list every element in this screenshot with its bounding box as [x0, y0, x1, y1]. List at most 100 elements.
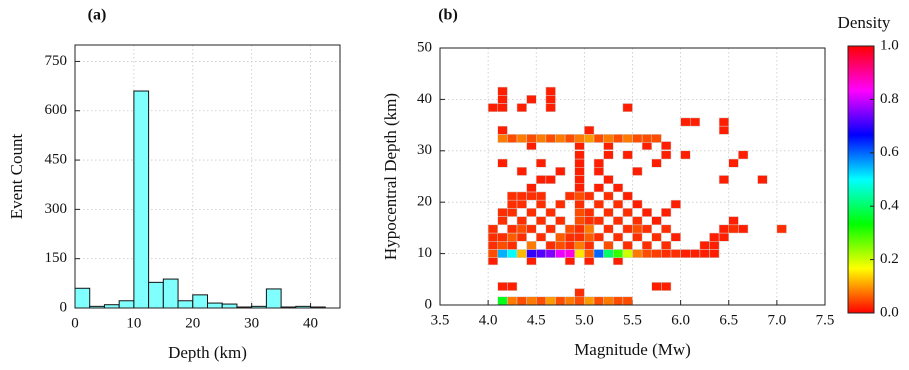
density-cell [613, 216, 624, 226]
density-cell [574, 158, 585, 168]
plot-frame [439, 47, 826, 306]
density-cell [545, 86, 556, 96]
density-cell [584, 296, 595, 306]
density-cell [651, 158, 662, 168]
density-cell [718, 232, 729, 242]
density-cell [564, 296, 575, 306]
density-cell [545, 224, 556, 234]
density-cell [680, 150, 691, 160]
density-cell [622, 208, 633, 217]
density-cell [574, 134, 585, 143]
density-cell [603, 241, 614, 250]
density-cell [584, 216, 595, 226]
density-cell [526, 183, 537, 193]
density-cell [632, 199, 643, 209]
density-cell [545, 134, 556, 143]
density-cell [536, 232, 547, 242]
density-cell [545, 175, 556, 184]
density-cell [574, 175, 585, 184]
panel-label: (b) [438, 7, 458, 24]
density-cell [603, 150, 614, 160]
density-cell [497, 158, 508, 168]
colorbar-label: Density [838, 13, 891, 32]
density-cell [738, 150, 749, 160]
bar [177, 300, 194, 309]
density-cell [526, 249, 537, 258]
colorbar [847, 45, 875, 314]
density-cell [507, 134, 518, 143]
density-cell [574, 208, 585, 217]
density-cell [584, 249, 595, 258]
density-cell [709, 249, 720, 258]
density-cell [622, 103, 633, 112]
x-tick-label: 7.5 [816, 312, 835, 328]
y-tick-label: 450 [45, 152, 68, 168]
density-cell [526, 134, 537, 143]
density-cell [545, 103, 556, 112]
density-cell [497, 282, 508, 291]
bar [148, 281, 164, 309]
density-cell [487, 103, 498, 112]
density-cell [622, 134, 633, 143]
density-cell [641, 241, 652, 250]
density-cell [651, 232, 662, 242]
density-cell [516, 191, 527, 201]
density-cell [536, 249, 547, 258]
density-cell [632, 216, 643, 226]
density-cell [603, 208, 614, 217]
density-cell [584, 224, 595, 234]
density-cell [516, 224, 527, 234]
density-cell [757, 175, 768, 184]
colorbar-tick-label: 0.8 [880, 91, 899, 107]
density-cell [680, 249, 691, 258]
colorbar-tick-label: 0.6 [880, 144, 899, 160]
density-cell [507, 208, 518, 217]
density-cell [776, 224, 787, 234]
density-cell [516, 216, 527, 226]
density-cell [584, 134, 595, 143]
density-cell [497, 241, 508, 250]
density-cell [632, 166, 643, 176]
density-cell [651, 216, 662, 226]
density-cell [526, 95, 537, 104]
density-cell [574, 288, 585, 298]
density-cell [536, 158, 547, 168]
density-cell [593, 249, 604, 258]
density-cell [487, 241, 498, 250]
density-cell [555, 199, 566, 209]
density-cell [574, 166, 585, 176]
density-cell [661, 208, 672, 217]
density-cell [622, 249, 633, 258]
density-cell [555, 249, 566, 258]
density-cell [574, 183, 585, 193]
bar [221, 303, 238, 309]
density-cell [718, 175, 729, 184]
bar [162, 278, 179, 309]
density-cell [574, 249, 585, 258]
density-cell [536, 199, 547, 209]
x-tick-label: 20 [185, 315, 200, 331]
bar [207, 302, 223, 309]
density-cell [555, 296, 566, 306]
density-cell [613, 183, 624, 193]
density-cell [632, 224, 643, 234]
density-cell [593, 134, 604, 143]
density-cell [584, 125, 595, 135]
density-cell [536, 175, 547, 184]
density-cell [574, 241, 585, 250]
density-cell [564, 191, 575, 201]
density-cell [593, 166, 604, 176]
density-cell [641, 249, 652, 258]
density-cell [728, 224, 739, 234]
density-cell [497, 125, 508, 135]
density-cell [641, 224, 652, 234]
density-cell [651, 134, 662, 143]
density-cell [526, 191, 537, 201]
density-cell [487, 249, 498, 258]
panel-label: (a) [88, 7, 107, 24]
y-tick-label: 600 [45, 102, 68, 118]
density-cell [613, 232, 624, 242]
density-cell [670, 232, 681, 242]
y-tick-label: 50 [417, 39, 432, 55]
density-cell [728, 158, 739, 168]
